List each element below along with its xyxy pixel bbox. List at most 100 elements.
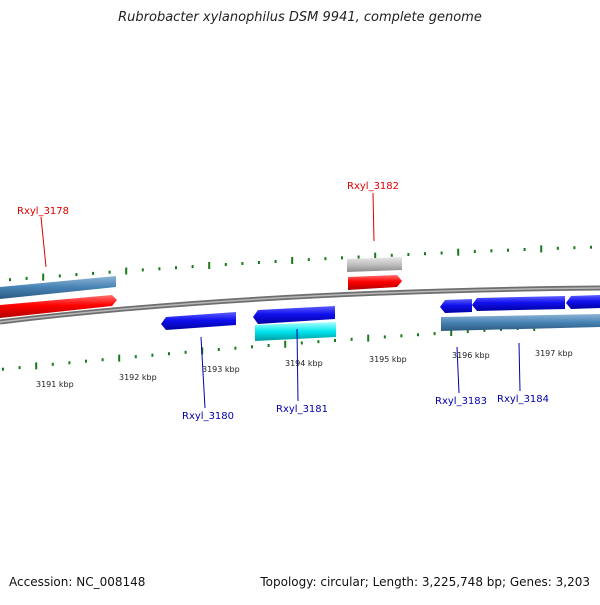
tick-lower-major [35, 362, 38, 370]
tick-upper-minor [92, 271, 94, 275]
gene-arrow-rxyl-3184[interactable] [472, 296, 565, 311]
tick-upper-major [457, 248, 460, 256]
tick-lower-minor [217, 348, 220, 351]
gene-label-rxyl-3180[interactable]: Rxyl_3180 [182, 411, 234, 422]
tick-upper-minor [75, 273, 78, 277]
tick-upper-minor [175, 266, 177, 270]
tick-lower-minor [134, 355, 137, 359]
tick-upper-minor [9, 278, 11, 282]
tick-lower-minor [68, 361, 71, 365]
leader-line-rxyl-3178 [40, 216, 47, 268]
tick-lower-minor [51, 362, 54, 366]
tick-upper-minor [341, 256, 343, 260]
tick-upper-minor [573, 246, 576, 250]
leader-line-rxyl-3184 [518, 342, 521, 392]
tick-lower-minor [85, 359, 87, 363]
tick-upper-minor [307, 258, 310, 262]
tick-upper-minor [224, 263, 227, 266]
tick-lower-minor [267, 344, 270, 347]
tick-lower-minor [184, 350, 187, 354]
tick-upper-minor [58, 274, 61, 278]
scale-label-3196: 3196 kbp [452, 351, 490, 360]
leader-line-rxyl-3182 [372, 192, 375, 242]
tick-upper-minor [407, 253, 410, 256]
gene-arrow-rxyl-3183[interactable] [440, 299, 472, 313]
tick-lower-minor [483, 328, 486, 332]
gene-label-rxyl-3183[interactable]: Rxyl_3183 [435, 396, 487, 407]
gene-label-rxyl-3181[interactable]: Rxyl_3181 [276, 404, 328, 415]
tick-upper-major [42, 273, 45, 281]
tick-upper-minor [241, 262, 244, 265]
gene-arrow-rxyl-3181[interactable] [253, 306, 335, 324]
tick-upper-minor [191, 265, 194, 269]
gene-bar-steel-left [0, 276, 116, 299]
scale-label-3195: 3195 kbp [369, 355, 407, 364]
tick-lower-minor [300, 341, 303, 345]
gene-arrow-right-edge[interactable] [566, 295, 600, 309]
tick-lower-major [284, 340, 287, 348]
tick-lower-minor [334, 339, 336, 342]
tick-upper-minor [324, 257, 327, 261]
tick-upper-minor [507, 248, 509, 252]
tick-upper-major [291, 257, 294, 264]
tick-lower-minor [18, 366, 21, 370]
tick-lower-major [118, 354, 121, 362]
tick-lower-minor [400, 334, 403, 338]
tick-upper-minor [158, 267, 161, 271]
tick-lower-minor [151, 353, 154, 357]
tick-upper-minor [556, 246, 559, 250]
gene-bar-cyan-3181 [255, 322, 336, 341]
tick-upper-major [208, 262, 211, 269]
tick-lower-major [367, 334, 370, 342]
genome-backbone-highlight [0, 287, 600, 323]
gene-label-rxyl-3178[interactable]: Rxyl_3178 [17, 206, 69, 217]
tick-upper-major [540, 245, 543, 253]
gene-arrow-rxyl-3180[interactable] [161, 312, 236, 330]
gene-label-rxyl-3184[interactable]: Rxyl_3184 [497, 394, 549, 405]
gene-arrow-rxyl-3182[interactable] [348, 275, 402, 290]
tick-upper-major [125, 267, 128, 275]
scale-label-3194: 3194 kbp [285, 359, 323, 368]
tick-lower-minor [433, 332, 436, 336]
tick-lower-minor [2, 367, 4, 371]
tick-upper-major [374, 252, 377, 260]
tick-upper-minor [440, 251, 443, 255]
genome-summary-text: Topology: circular; Length: 3,225,748 bp… [260, 575, 590, 589]
gene-bar-steel-right [441, 314, 600, 331]
tick-lower-minor [251, 345, 253, 349]
tick-lower-minor [466, 330, 469, 333]
tick-lower-minor [101, 358, 104, 362]
tick-lower-major [450, 329, 453, 336]
scale-label-3191: 3191 kbp [36, 380, 74, 389]
tick-lower-minor [317, 340, 320, 344]
tick-upper-minor [523, 248, 526, 251]
tick-lower-minor [234, 346, 237, 350]
tick-lower-minor [350, 337, 353, 341]
tick-upper-minor [490, 249, 493, 253]
gene-arrow-rxyl-3178[interactable] [0, 295, 117, 318]
tick-upper-minor [141, 268, 144, 272]
gene-label-rxyl-3182[interactable]: Rxyl_3182 [347, 181, 399, 192]
leader-line-rxyl-3181 [296, 328, 299, 402]
tick-upper-minor [424, 252, 426, 256]
tick-upper-minor [108, 270, 111, 274]
tick-lower-minor [168, 352, 170, 356]
tick-upper-minor [25, 276, 28, 280]
scale-label-3192: 3192 kbp [119, 373, 157, 382]
tick-lower-minor [417, 333, 419, 337]
tick-upper-minor [357, 255, 360, 259]
tick-lower-minor [383, 335, 386, 339]
scale-label-3197: 3197 kbp [535, 349, 573, 358]
tick-upper-minor [473, 250, 476, 253]
tick-upper-minor [590, 245, 592, 249]
tick-upper-minor [274, 260, 277, 263]
tick-upper-minor [390, 253, 393, 257]
tick-upper-minor [258, 261, 260, 264]
genome-title: Rubrobacter xylanophilus DSM 9941, compl… [118, 10, 482, 25]
leader-line-rxyl-3183 [456, 346, 460, 394]
accession-text: Accession: NC_008148 [9, 575, 146, 589]
scale-label-3193: 3193 kbp [202, 365, 240, 374]
gene-bar-gray-3182 [347, 257, 402, 272]
